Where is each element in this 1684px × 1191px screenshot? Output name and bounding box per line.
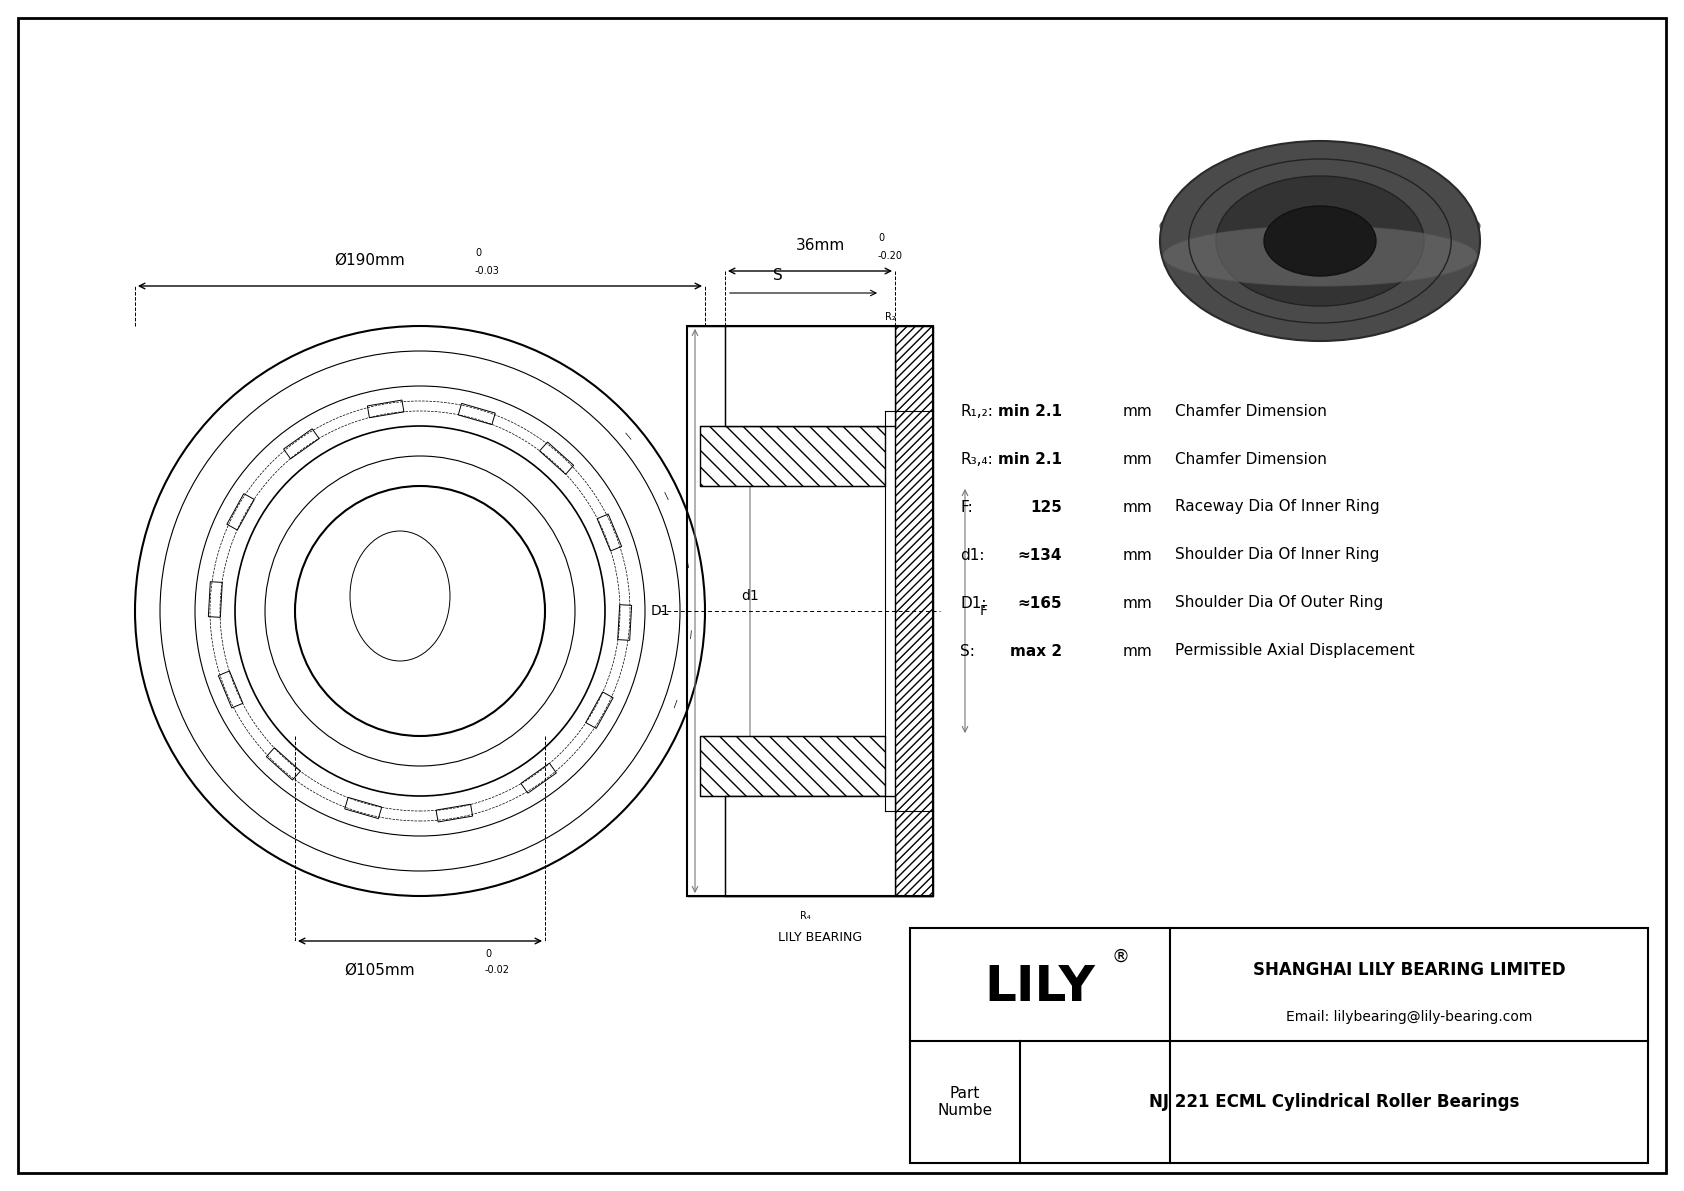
Bar (520, 763, 556, 793)
Text: Shoulder Dia Of Inner Ring: Shoulder Dia Of Inner Ring (1175, 548, 1379, 562)
Text: Ø190mm: Ø190mm (335, 252, 406, 268)
Bar (539, 442, 574, 474)
Text: mm: mm (1123, 404, 1154, 418)
Text: Email: lilybearing@lily-bearing.com: Email: lilybearing@lily-bearing.com (1287, 1010, 1532, 1024)
Text: 0: 0 (877, 233, 884, 243)
Text: R₃: R₃ (894, 811, 906, 821)
Text: SHANGHAI LILY BEARING LIMITED: SHANGHAI LILY BEARING LIMITED (1253, 961, 1566, 979)
Text: LILY: LILY (985, 962, 1095, 1011)
Text: 36mm: 36mm (795, 238, 845, 252)
Text: S: S (773, 268, 783, 283)
Text: Raceway Dia Of Inner Ring: Raceway Dia Of Inner Ring (1175, 499, 1379, 515)
Text: mm: mm (1123, 596, 1154, 611)
Text: D1:: D1: (960, 596, 987, 611)
Bar (227, 493, 254, 530)
Ellipse shape (1164, 226, 1477, 286)
Bar (266, 748, 300, 780)
Text: max 2: max 2 (1010, 643, 1063, 659)
Ellipse shape (1160, 141, 1480, 341)
Bar (701, 426, 886, 486)
Text: mm: mm (1123, 451, 1154, 467)
Text: d1: d1 (741, 590, 759, 603)
Bar (726, 326, 894, 426)
Text: d1:: d1: (960, 548, 985, 562)
Text: min 2.1: min 2.1 (999, 451, 1063, 467)
Bar (894, 326, 933, 896)
Text: Chamfer Dimension: Chamfer Dimension (1175, 451, 1327, 467)
Bar (687, 326, 933, 896)
Text: D1: D1 (650, 604, 670, 618)
Text: ≈134: ≈134 (1017, 548, 1063, 562)
Text: -0.20: -0.20 (877, 251, 903, 261)
Text: ®: ® (1111, 948, 1130, 966)
Text: Part
Numbe: Part Numbe (938, 1086, 992, 1118)
Bar (209, 581, 222, 617)
Text: mm: mm (1123, 643, 1154, 659)
Bar (283, 429, 318, 459)
Text: Shoulder Dia Of Outer Ring: Shoulder Dia Of Outer Ring (1175, 596, 1383, 611)
Text: 125: 125 (1031, 499, 1063, 515)
Text: ≈165: ≈165 (1017, 596, 1063, 611)
Ellipse shape (1265, 206, 1376, 276)
Bar (586, 692, 613, 729)
Bar (618, 605, 632, 641)
Bar (458, 404, 495, 425)
Text: mm: mm (1123, 548, 1154, 562)
Text: LILY BEARING: LILY BEARING (778, 931, 862, 944)
Text: R₁,₂:: R₁,₂: (960, 404, 994, 418)
Text: S:: S: (960, 643, 975, 659)
Text: 0: 0 (475, 248, 482, 258)
Text: Ø105mm: Ø105mm (345, 964, 416, 978)
Text: Chamfer Dimension: Chamfer Dimension (1175, 404, 1327, 418)
Text: F:: F: (960, 499, 973, 515)
Text: 0: 0 (485, 949, 492, 959)
Text: -0.03: -0.03 (475, 266, 500, 276)
Ellipse shape (1216, 176, 1425, 306)
Bar (345, 798, 382, 818)
Text: Permissible Axial Displacement: Permissible Axial Displacement (1175, 643, 1415, 659)
Bar (701, 736, 886, 796)
Bar (909, 928, 1649, 1162)
Text: R₁: R₁ (805, 410, 815, 420)
Bar (598, 515, 621, 551)
Text: min 2.1: min 2.1 (999, 404, 1063, 418)
Text: -0.02: -0.02 (485, 965, 510, 975)
Bar (726, 796, 894, 896)
Bar (219, 671, 242, 707)
Text: F: F (980, 604, 989, 618)
Bar (436, 804, 473, 822)
Text: R₄: R₄ (800, 911, 810, 921)
Ellipse shape (1160, 201, 1480, 251)
Text: R₂: R₂ (886, 312, 896, 322)
Bar (367, 400, 404, 418)
Text: NJ 221 ECML Cylindrical Roller Bearings: NJ 221 ECML Cylindrical Roller Bearings (1148, 1093, 1519, 1111)
Text: mm: mm (1123, 499, 1154, 515)
Text: R₃,₄:: R₃,₄: (960, 451, 994, 467)
